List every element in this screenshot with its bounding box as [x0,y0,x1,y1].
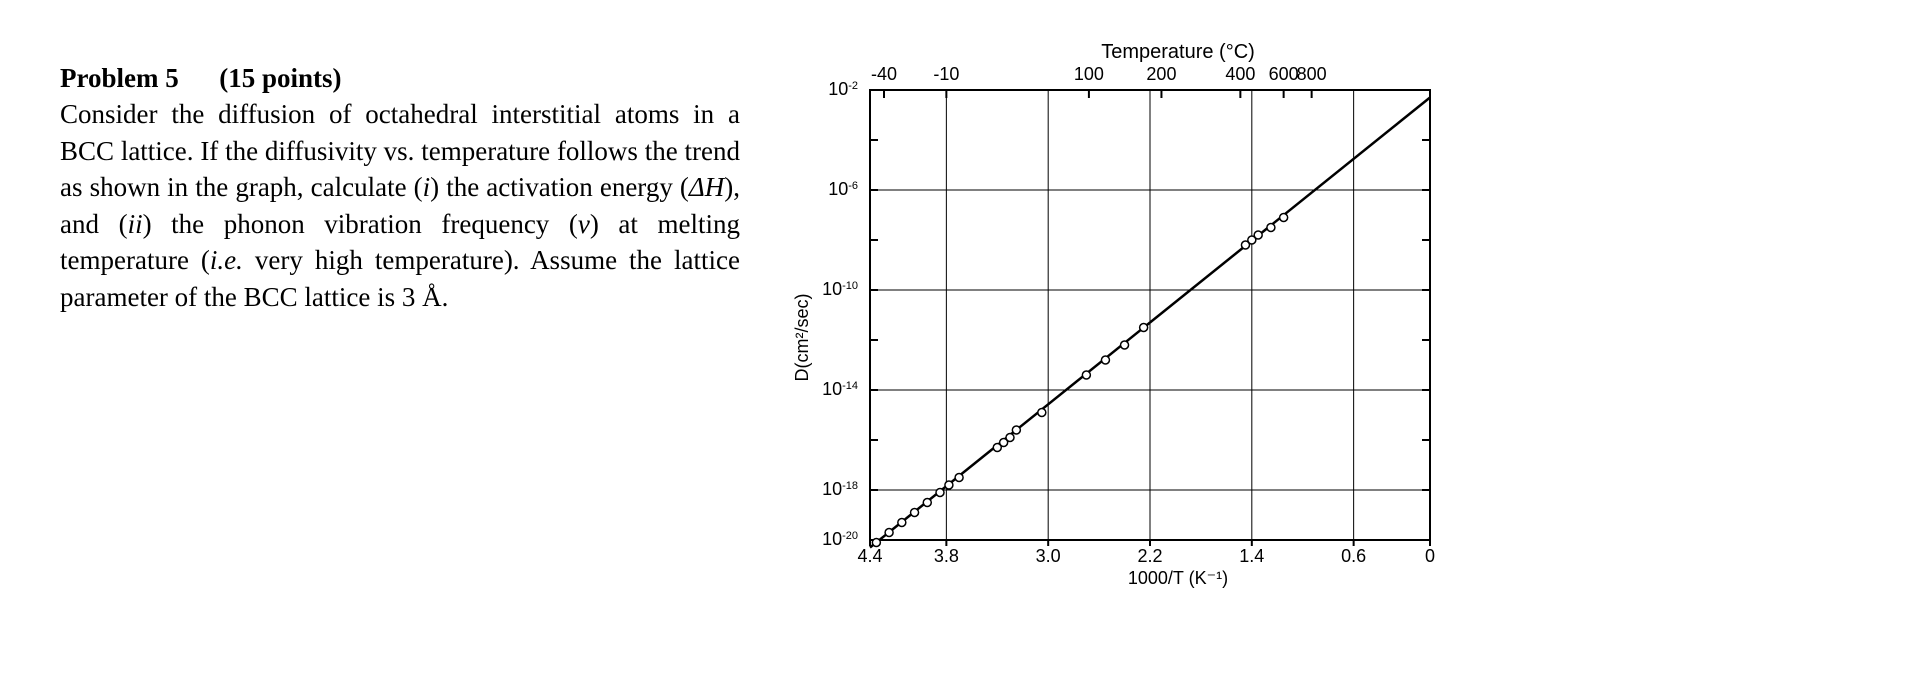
svg-text:10-10: 10-10 [822,279,858,299]
svg-text:400: 400 [1225,64,1255,84]
body-3: ΔH [689,172,724,202]
chart-svg: 4.4 3.8 3.0 2.2 1.4 0.6 0 1000/T (K⁻¹) -40 -10 100… [780,40,1500,600]
body-6: ) the phonon vibration frequency ( [143,209,578,239]
problem-text: Problem 5 (15 points) Consider the diffu… [60,40,740,657]
svg-text:1.4: 1.4 [1239,546,1264,566]
svg-text:600: 600 [1269,64,1299,84]
svg-text:10-20: 10-20 [822,529,858,549]
svg-text:-40: -40 [871,64,897,84]
body-9: i.e. [210,245,243,275]
svg-text:800: 800 [1297,64,1327,84]
problem-label: Problem 5 [60,63,179,93]
svg-text:10-2: 10-2 [828,79,858,99]
arrhenius-chart: 4.4 3.8 3.0 2.2 1.4 0.6 0 1000/T (K⁻¹) -40 -10 100… [780,40,1858,657]
svg-text:4.4: 4.4 [857,546,882,566]
body-5: ii [128,209,143,239]
svg-text:-10: -10 [933,64,959,84]
problem-points: (15 points) [219,63,341,93]
svg-text:0: 0 [1425,546,1435,566]
svg-text:10-6: 10-6 [828,179,858,199]
svg-text:1000/T (K⁻¹): 1000/T (K⁻¹) [1128,568,1228,588]
svg-text:10-14: 10-14 [822,379,858,399]
svg-text:2.2: 2.2 [1137,546,1162,566]
svg-text:Temperature (°C): Temperature (°C) [1101,41,1255,63]
svg-text:3.0: 3.0 [1036,546,1061,566]
svg-text:200: 200 [1146,64,1176,84]
svg-text:D(cm²/sec): D(cm²/sec) [792,294,812,382]
svg-text:0.6: 0.6 [1341,546,1366,566]
svg-text:10-18: 10-18 [822,479,858,499]
svg-text:3.8: 3.8 [934,546,959,566]
body-2: ) the activation energy ( [430,172,689,202]
body-7: v [578,209,590,239]
svg-text:100: 100 [1074,64,1104,84]
